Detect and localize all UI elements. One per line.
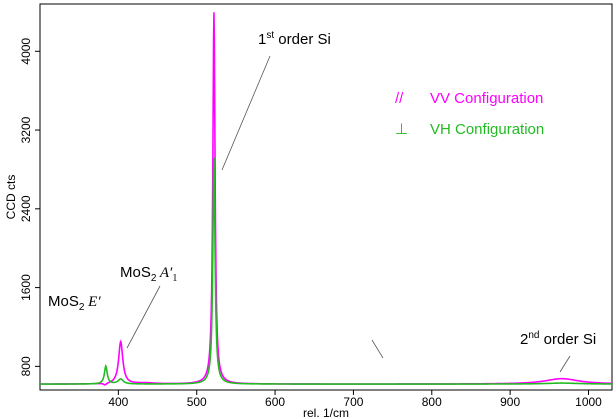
y-tick-label: 4000 xyxy=(19,38,33,65)
annotation-mos2-a: MoS2 A′1 xyxy=(120,264,177,284)
legend: // VV Configuration ⊥ VH Configuration xyxy=(395,90,544,138)
annotations: MoS2 E′ MoS2 A′1 1st order Si 2nd order Si xyxy=(48,30,596,373)
x-tick-label: 500 xyxy=(187,395,207,409)
annotation-leader xyxy=(221,55,271,171)
x-tick-label: 800 xyxy=(422,395,442,409)
x-tick-label: 900 xyxy=(500,395,520,409)
legend-label-0: VV Configuration xyxy=(430,90,543,107)
plot-frame xyxy=(39,3,613,391)
y-tick-label: 1600 xyxy=(19,274,33,301)
annotation-mos2-e: MoS2 E′ xyxy=(48,293,101,313)
annotation-leader xyxy=(371,339,384,359)
series-line-vv xyxy=(40,12,613,386)
annotation-leader xyxy=(559,355,571,373)
annotation-leader xyxy=(126,285,161,349)
legend-label-1: VH Configuration xyxy=(430,121,544,138)
y-axis-label: CCD cts xyxy=(4,175,18,220)
x-axis-label: rel. 1/cm xyxy=(303,406,349,419)
y-tick-label: 3200 xyxy=(19,116,33,143)
legend-symbol-0: // xyxy=(395,90,404,107)
x-tick-label: 600 xyxy=(265,395,285,409)
x-tick-label: 400 xyxy=(108,395,128,409)
y-tick-label: 800 xyxy=(19,356,33,376)
axes: 400 500 600 700 800 900 1000 800 1600 2400 3200 400… xyxy=(19,3,613,409)
series-line-vh xyxy=(40,157,612,385)
series-layer xyxy=(40,12,613,386)
x-tick-label: 700 xyxy=(343,395,363,409)
annotation-si-1st: 1st order Si xyxy=(258,30,331,48)
annotation-si-2nd: 2nd order Si xyxy=(520,330,596,348)
y-tick-label: 2400 xyxy=(19,195,33,222)
x-tick-label: 1000 xyxy=(575,395,602,409)
legend-symbol-1: ⊥ xyxy=(395,121,408,138)
